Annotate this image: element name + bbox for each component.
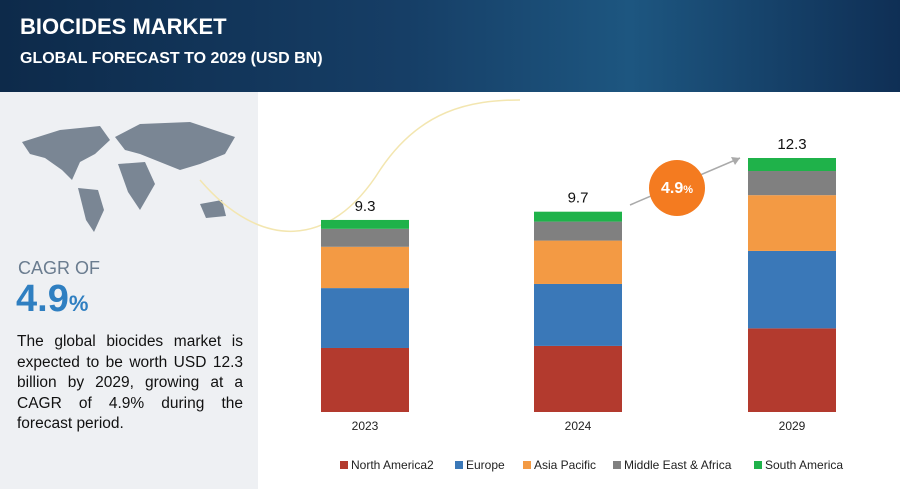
legend-label: Asia Pacific	[534, 458, 596, 472]
x-tick-label: 2024	[565, 419, 592, 433]
bar-segment	[748, 328, 836, 412]
cagr-value: 4.9	[16, 278, 69, 320]
bar-segment	[534, 211, 622, 222]
total-label: 12.3	[777, 136, 806, 153]
title: BIOCIDES MARKET	[20, 14, 227, 39]
arrow-head	[731, 157, 740, 165]
legend-swatch	[754, 461, 762, 469]
legend-label: Europe	[466, 458, 505, 472]
cagr-figure: 4.9%	[16, 278, 88, 321]
total-label: 9.3	[355, 198, 376, 215]
cagr-caption: CAGR OF	[18, 258, 101, 278]
cagr-bubble	[649, 160, 705, 216]
bar-segment	[534, 283, 622, 346]
bubble-value: 4.9	[661, 180, 683, 197]
x-tick-label: 2023	[352, 419, 379, 433]
legend-label: Middle East & Africa	[624, 458, 732, 472]
cagr-unit: %	[68, 291, 89, 316]
legend-swatch	[523, 461, 531, 469]
bar-segment	[748, 250, 836, 329]
bar-segment	[321, 228, 409, 247]
total-label: 9.7	[568, 190, 589, 207]
bar-segment	[534, 221, 622, 241]
bar-segment	[321, 288, 409, 348]
bar-segment	[534, 240, 622, 284]
bar-segment	[534, 345, 622, 412]
bubble-unit: %	[683, 184, 693, 196]
summary-text: The global biocides market is expected t…	[17, 333, 243, 432]
bar-segment	[748, 158, 836, 172]
summary-panel: CAGR OF 4.9% The global biocides market …	[0, 92, 258, 489]
legend-label: North America2	[351, 458, 434, 472]
bar-segment	[748, 195, 836, 251]
decor-curve	[199, 99, 521, 233]
bar-segment	[321, 219, 409, 229]
legend-swatch	[340, 461, 348, 469]
bar-segment	[321, 347, 409, 412]
bar-segment	[321, 246, 409, 289]
legend-label: South America	[765, 458, 843, 472]
subtitle: GLOBAL FORECAST TO 2029 (USD BN)	[20, 50, 323, 67]
cagr-bubble-label: 4.9%	[661, 180, 693, 197]
legend-swatch	[613, 461, 621, 469]
legend-swatch	[455, 461, 463, 469]
header: BIOCIDES MARKET GLOBAL FORECAST TO 2029 …	[0, 0, 900, 92]
bar-segment	[748, 171, 836, 196]
world-map	[22, 122, 235, 232]
x-tick-label: 2029	[779, 419, 806, 433]
